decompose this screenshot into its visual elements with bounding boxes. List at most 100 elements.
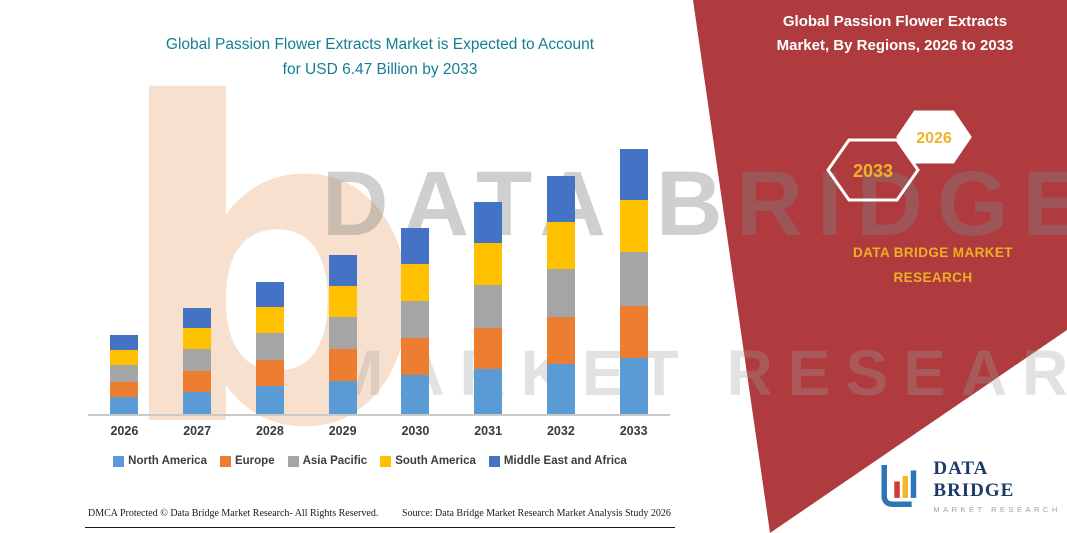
bar-segment-middle-east-and-africa: [546, 175, 575, 222]
x-axis-label-2028: 2028: [255, 424, 284, 438]
bar-segment-asia-pacific: [474, 284, 503, 328]
bar-segment-north-america: [255, 386, 284, 414]
bar-segment-middle-east-and-africa: [110, 335, 139, 350]
bar-2031: [474, 202, 503, 414]
bar-segment-asia-pacific: [255, 333, 284, 361]
hexagon-2033-label: 2033: [853, 161, 893, 181]
bar-segment-asia-pacific: [401, 300, 430, 339]
legend-swatch-icon: [219, 455, 231, 467]
banner-title-line2: Market, By Regions, 2026 to 2033: [776, 37, 1014, 54]
bar-2033: [619, 149, 648, 414]
bar-segment-europe: [401, 338, 430, 375]
legend-label: North America: [128, 455, 207, 467]
legend-item-middle-east-and-africa: Middle East and Africa: [488, 455, 627, 467]
bar-segment-asia-pacific: [546, 268, 575, 318]
bar-2028: [255, 281, 284, 414]
hexagon-2026: 2026: [896, 110, 972, 164]
bar-segment-asia-pacific: [183, 348, 212, 371]
logo-subtitle: MARKET RESEARCH: [933, 505, 1061, 514]
x-axis-label-2027: 2027: [183, 424, 212, 438]
bar-segment-middle-east-and-africa: [328, 254, 357, 286]
x-axis-label-2026: 2026: [110, 424, 139, 438]
bar-2029: [328, 254, 357, 414]
x-axis-label-2029: 2029: [328, 424, 357, 438]
banner-brand-text: DATA BRIDGE MARKET RESEARCH: [835, 241, 1031, 291]
bar-segment-europe: [328, 349, 357, 381]
legend-swatch-icon: [488, 455, 500, 467]
legend-swatch-icon: [113, 455, 125, 467]
data-bridge-logo: DATA BRIDGE MARKET RESEARCH: [876, 458, 1067, 514]
bar-segment-north-america: [328, 380, 357, 414]
bar-slot-2032: [525, 146, 598, 414]
hexagon-2026-label: 2026: [916, 130, 952, 147]
legend-item-asia-pacific: Asia Pacific: [287, 455, 368, 467]
bar-segment-europe: [183, 370, 212, 392]
chart-title-line2: for USD 6.47 Billion by 2033: [282, 60, 478, 78]
legend-label: Asia Pacific: [302, 455, 368, 467]
x-axis-label-2031: 2031: [474, 424, 503, 438]
data-bridge-logo-icon: [881, 464, 917, 508]
bar-segment-south-america: [255, 307, 284, 334]
banner-brand-line1: DATA BRIDGE MARKET: [853, 245, 1013, 260]
banner-title: Global Passion Flower Extracts Market, B…: [745, 10, 1045, 58]
legend-label: Middle East and Africa: [503, 455, 627, 467]
x-axis-label-2033: 2033: [619, 424, 648, 438]
bar-segment-asia-pacific: [619, 252, 648, 306]
bar-segment-middle-east-and-africa: [619, 149, 648, 201]
bar-slot-2029: [306, 146, 379, 414]
bar-segment-south-america: [110, 349, 139, 366]
legend-label: South America: [395, 455, 476, 467]
bar-slot-2031: [452, 146, 525, 414]
footer-dmca-text: DMCA Protected © Data Bridge Market Rese…: [88, 508, 379, 519]
bar-segment-europe: [619, 306, 648, 358]
bar-segment-south-america: [401, 263, 430, 301]
x-axis-label-2032: 2032: [546, 424, 575, 438]
bar-segment-north-america: [546, 363, 575, 414]
bar-segment-europe: [110, 381, 139, 397]
bar-segment-south-america: [183, 327, 212, 349]
banner-brand-line2: RESEARCH: [893, 269, 973, 285]
bar-segment-middle-east-and-africa: [255, 281, 284, 308]
hexagon-outline-icon: [896, 110, 972, 164]
legend-item-europe: Europe: [219, 455, 275, 467]
bar-segment-middle-east-and-africa: [401, 227, 430, 264]
bar-slot-2027: [161, 146, 234, 414]
bar-segment-middle-east-and-africa: [183, 307, 212, 328]
bar-segment-north-america: [110, 396, 139, 414]
bar-segment-asia-pacific: [328, 317, 357, 350]
bar-segment-south-america: [619, 200, 648, 253]
x-axis-labels: 2026 2027 2028 2029 2030 2031 2032 2033: [88, 424, 670, 438]
logo-text: DATA BRIDGE MARKET RESEARCH: [933, 458, 1067, 514]
bar-segment-middle-east-and-africa: [474, 202, 503, 244]
bar-slot-2033: [597, 146, 670, 414]
bar-2026: [110, 335, 139, 414]
legend-item-north-america: North America: [113, 455, 207, 467]
bar-segment-north-america: [619, 358, 648, 414]
logo-name: DATA BRIDGE: [933, 458, 1015, 501]
footer-divider: [85, 527, 675, 528]
bar-segment-europe: [546, 317, 575, 364]
bar-segment-asia-pacific: [110, 365, 139, 382]
watermark-text-line1: DATA BRIDGE: [322, 153, 1067, 255]
legend-swatch-icon: [380, 455, 392, 467]
bar-segment-europe: [474, 327, 503, 369]
bar-segment-south-america: [546, 221, 575, 269]
bars-area: [88, 146, 670, 416]
hexagon-2033: 2033: [826, 138, 920, 202]
bar-segment-south-america: [474, 243, 503, 285]
bar-segment-europe: [255, 360, 284, 387]
bar-segment-north-america: [183, 391, 212, 414]
watermark-text-line2: MARKET RESEARCH: [330, 337, 1067, 409]
bar-2030: [401, 227, 430, 414]
bar-slot-2028: [234, 146, 307, 414]
chart-title: Global Passion Flower Extracts Market is…: [100, 33, 660, 83]
hexagon-outline-icon: [826, 138, 920, 202]
chart-title-line1: Global Passion Flower Extracts Market is…: [165, 36, 595, 53]
footer-source-text: Source: Data Bridge Market Research Mark…: [402, 508, 671, 519]
bar-segment-south-america: [328, 285, 357, 318]
legend-label: Europe: [234, 455, 275, 467]
bar-segment-north-america: [401, 374, 430, 414]
banner-title-line1: Global Passion Flower Extracts: [782, 13, 1008, 30]
bar-slot-2030: [379, 146, 452, 414]
